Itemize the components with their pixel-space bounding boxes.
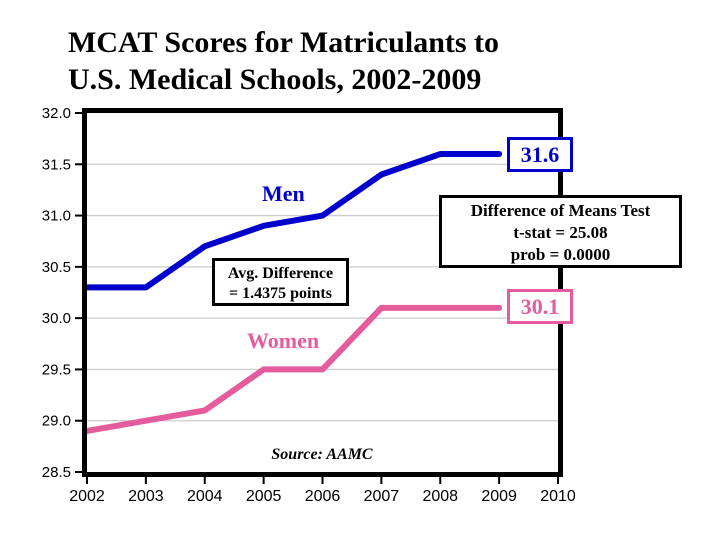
x-axis-tick-label: 2008 [422,488,458,505]
means-test-line2: t-stat = 25.08 [513,223,608,242]
chart-title-line2: U.S. Medical Schools, 2002-2009 [68,63,482,96]
men-end-value: 31.6 [520,141,560,167]
y-axis-tick-label: 31.5 [42,156,71,173]
y-axis-tick-label: 28.5 [42,464,71,481]
women-series-line [84,304,503,434]
y-axis-tick-label: 29.0 [42,413,71,430]
x-axis-tick-label: 2005 [246,488,282,505]
y-axis-tick-label: 30.0 [42,310,71,327]
y-axis-tick-label: 29.5 [42,361,71,378]
means-test-annotation-box: Difference of Means Test t-stat = 25.08 … [439,195,682,268]
x-axis-tick-label: 2010 [540,488,576,505]
y-axis-tick-label: 31.0 [42,208,71,225]
y-axis-tick-label: 32.0 [42,105,71,122]
avg-difference-line1: Avg. Difference [227,265,334,282]
avg-difference-line2: = 1.4375 points [229,285,332,302]
x-axis-tick-label: 2007 [364,488,400,505]
x-axis-tick-label: 2003 [128,488,164,505]
men-series-label: Men [262,181,305,206]
x-axis-tick-label: 2006 [305,488,341,505]
women-end-value-box: 30.1 [507,289,573,324]
men-series-line [84,151,503,291]
avg-difference-annotation-box: Avg. Difference = 1.4375 points [212,258,349,306]
chart-title: MCAT Scores for Matriculants to U.S. Med… [68,24,499,98]
source-label: Source: AAMC [271,446,373,463]
chart-title-line1: MCAT Scores for Matriculants to [68,26,500,59]
x-axis-tick-label: 2002 [69,488,105,505]
women-series-label: Women [247,328,320,353]
men-end-value-box: 31.6 [507,137,573,172]
x-axis-tick-label: 2009 [481,488,517,505]
x-axis-tick-label: 2004 [187,488,223,505]
means-test-line3: prob = 0.0000 [510,245,611,264]
women-end-value: 30.1 [520,293,560,319]
y-axis-tick-label: 30.5 [42,259,71,276]
means-test-line1: Difference of Means Test [470,201,651,220]
